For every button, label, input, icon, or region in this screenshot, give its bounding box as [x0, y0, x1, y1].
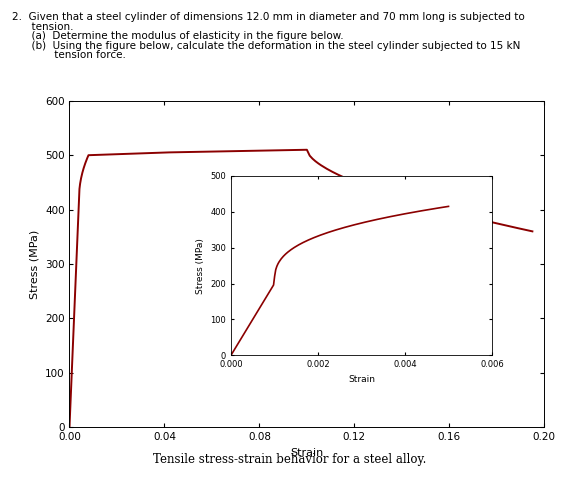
Text: tension.: tension.: [12, 22, 73, 32]
Text: (b)  Using the figure below, calculate the deformation in the steel cylinder sub: (b) Using the figure below, calculate th…: [12, 41, 520, 51]
Y-axis label: Stress (MPa): Stress (MPa): [30, 229, 39, 299]
X-axis label: Strain: Strain: [290, 448, 324, 457]
Text: Tensile stress-strain behavior for a steel alloy.: Tensile stress-strain behavior for a ste…: [153, 453, 426, 466]
Text: 2.  Given that a steel cylinder of dimensions 12.0 mm in diameter and 70 mm long: 2. Given that a steel cylinder of dimens…: [12, 12, 525, 22]
Text: tension force.: tension force.: [12, 50, 126, 60]
Text: (a)  Determine the modulus of elasticity in the figure below.: (a) Determine the modulus of elasticity …: [12, 31, 343, 41]
